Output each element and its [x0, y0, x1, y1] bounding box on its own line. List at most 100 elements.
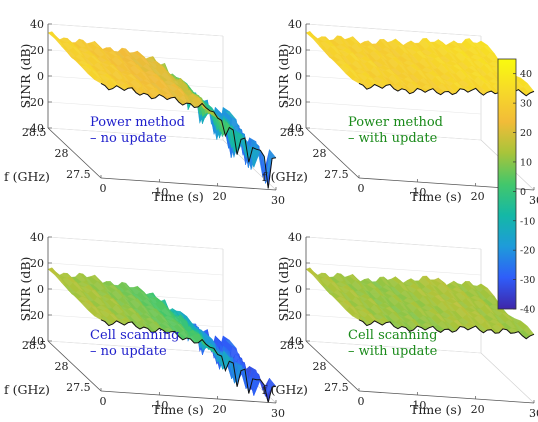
- z-tick-label: 0: [37, 283, 44, 296]
- z-tick-label: -20: [284, 96, 302, 109]
- x-tick-label: 0: [100, 395, 107, 408]
- z-axis-label: SINR (dB): [276, 44, 291, 109]
- z-tick-label: 40: [288, 18, 302, 31]
- y-axis-line: [47, 127, 102, 179]
- colorbar-tick-label: -10: [520, 216, 535, 227]
- colorbar-tick-label: 10: [520, 157, 532, 168]
- surface-panel-1: 40 20 0 -20 -40 0 10 20 30 28.5 28 27.5 SINR (dB) f (…: [4, 18, 285, 207]
- sinr-surface: [47, 267, 277, 404]
- axes-lines: 40 20 0 -20 -40 0 10 20 30 28.5 28 27.5: [280, 18, 538, 207]
- z-tick-label: 20: [30, 257, 44, 270]
- z-tick-label: -40: [26, 122, 44, 135]
- y-axis-line: [305, 340, 360, 392]
- y-tick-label: 28: [313, 360, 327, 373]
- y-tick-label: 28.5: [280, 339, 305, 352]
- z-tick-label: -40: [284, 122, 302, 135]
- surface-patch: [523, 325, 535, 337]
- surface-patch: [305, 31, 317, 40]
- surface-patch: [305, 267, 317, 276]
- z-tick-label: 20: [30, 44, 44, 57]
- x-tick-label: 30: [529, 407, 538, 420]
- y-tick-label: 27.5: [66, 168, 91, 181]
- panel-annotation-line: Cell scanning: [348, 328, 437, 343]
- z-tick-label: -40: [284, 335, 302, 348]
- surface-panel-2: 40 20 0 -20 -40 0 10 20 30 28.5 28 27.5 SINR (dB) f (…: [262, 18, 538, 207]
- sinr-surface: [47, 31, 277, 189]
- axes-lines: 40 20 0 -20 -40 0 10 20 30 28.5 28 27.5: [22, 18, 285, 207]
- surface-panel-3: 40 20 0 -20 -40 0 10 20 30 28.5 28 27.5 SINR (dB) f (…: [4, 231, 285, 420]
- y-axis-label: f (GHz): [262, 169, 308, 184]
- y-tick-label: 28.5: [280, 126, 305, 139]
- surface-patch: [47, 267, 59, 276]
- colorbar-tick-label: 30: [520, 99, 532, 110]
- x-axis-line: [100, 177, 277, 191]
- x-tick-label: 20: [471, 403, 485, 416]
- x-axis-label: Time (s): [152, 189, 204, 204]
- panel-annotation-line: – no update: [90, 344, 167, 359]
- panel-annotation: Power method – no update: [90, 115, 185, 146]
- surface-panel-4: 40 20 0 -20 -40 0 10 20 30 28.5 28 27.5 SINR (dB) f (…: [262, 231, 538, 420]
- panel-annotation-line: Power method: [348, 115, 443, 130]
- z-tick-label: -20: [26, 96, 44, 109]
- z-tick-label: 40: [288, 231, 302, 244]
- x-tick-label: 10: [412, 399, 426, 412]
- y-axis-line: [47, 340, 102, 392]
- colorbar-gradient: [497, 58, 517, 310]
- z-axis-label: SINR (dB): [18, 44, 33, 109]
- z-tick-label: -20: [26, 309, 44, 322]
- y-tick-label: 27.5: [66, 381, 91, 394]
- colorbar-tick-label: -40: [520, 305, 535, 316]
- z-tick-label: 20: [288, 44, 302, 57]
- sinr-trace-line: [100, 82, 277, 189]
- x-tick-label: 20: [471, 190, 485, 203]
- x-axis-label: Time (s): [410, 189, 462, 204]
- x-tick-label: 10: [154, 186, 168, 199]
- colorbar: 40 30 20 10 0 -10 -20 -30 -40: [497, 58, 535, 316]
- panel-annotation-line: Cell scanning: [90, 328, 179, 343]
- z-tick-label: 0: [37, 70, 44, 83]
- panel-annotation-line: – with update: [348, 344, 438, 359]
- sinr-trace-line: [358, 319, 535, 340]
- sinr-trace-line: [100, 319, 277, 403]
- z-tick-label: 0: [295, 283, 302, 296]
- z-tick-label: 0: [295, 70, 302, 83]
- y-axis-label: f (GHz): [4, 382, 50, 397]
- x-axis-label: Time (s): [152, 402, 204, 417]
- x-tick-label: 30: [529, 194, 538, 207]
- y-tick-label: 28.5: [22, 126, 47, 139]
- axes-box: [305, 236, 535, 404]
- x-tick-label: 10: [412, 186, 426, 199]
- colorbar-tick-label: 20: [520, 128, 532, 139]
- x-tick-label: 10: [154, 399, 168, 412]
- y-tick-label: 27.5: [324, 168, 349, 181]
- panel-annotation: Cell scanning – no update: [90, 328, 179, 359]
- panel-annotation: Cell scanning – with update: [348, 328, 438, 359]
- colorbar-tick-label: -20: [520, 246, 535, 257]
- x-tick-label: 20: [213, 190, 227, 203]
- colorbar-tick-label: -30: [520, 275, 535, 286]
- surface-patch: [47, 31, 60, 40]
- y-tick-label: 28: [55, 360, 69, 373]
- x-tick-label: 30: [271, 407, 285, 420]
- z-tick-label: 20: [288, 257, 302, 270]
- panel-annotation-line: Power method: [90, 115, 185, 130]
- x-tick-label: 20: [213, 403, 227, 416]
- x-tick-label: 30: [271, 194, 285, 207]
- y-tick-label: 28.5: [22, 339, 47, 352]
- x-tick-label: 0: [358, 395, 365, 408]
- x-axis-line: [100, 390, 277, 404]
- axes-lines: 40 20 0 -20 -40 0 10 20 30 28.5 28 27.5: [22, 231, 285, 420]
- z-tick-label: 40: [30, 231, 44, 244]
- x-axis-label: Time (s): [410, 402, 462, 417]
- x-axis-line: [358, 390, 535, 404]
- x-tick-label: 0: [358, 182, 365, 195]
- z-tick-label: -40: [26, 335, 44, 348]
- axes-lines: 40 20 0 -20 -40 0 10 20 30 28.5 28 27.5: [280, 231, 538, 420]
- x-tick-label: 0: [100, 182, 107, 195]
- colorbar-tick-label: 40: [520, 69, 532, 80]
- panel-annotation-line: – with update: [348, 131, 438, 146]
- y-axis-line: [305, 127, 360, 179]
- panel-annotation: Power method – with update: [348, 115, 443, 146]
- z-axis-label: SINR (dB): [18, 257, 33, 322]
